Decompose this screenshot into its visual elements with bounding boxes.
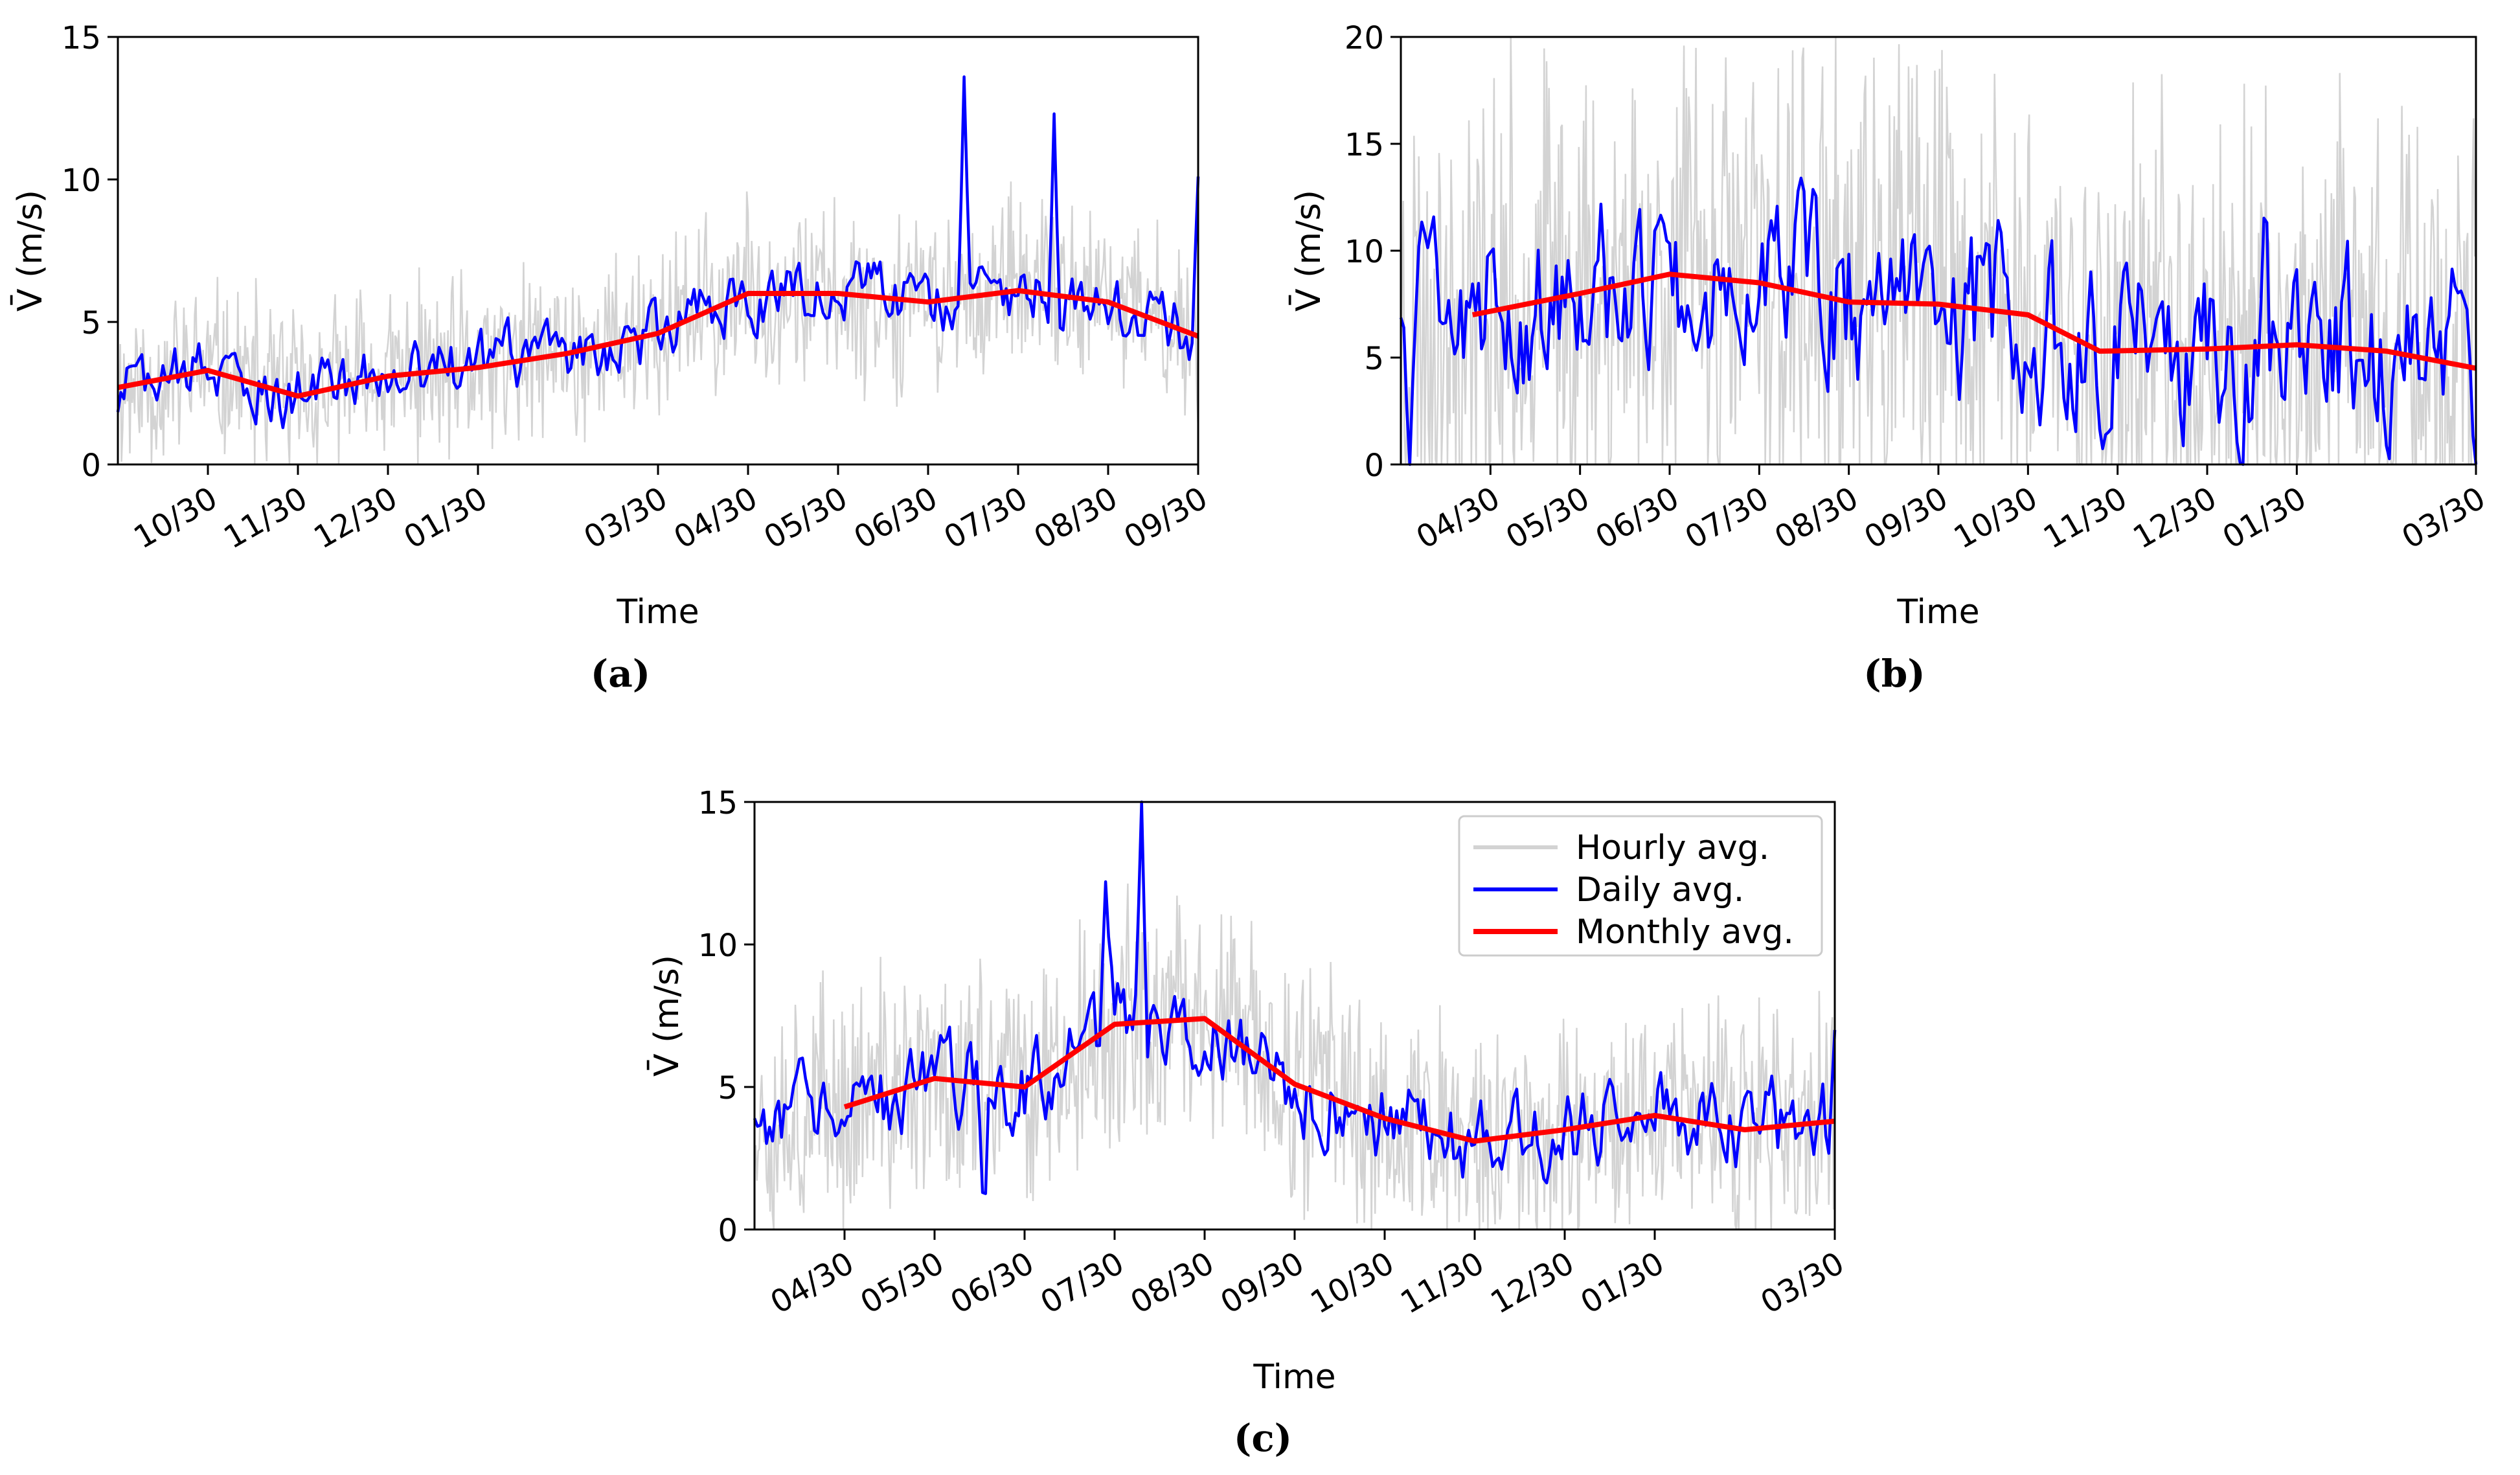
- panel-c-xtick-label: 08/30: [1124, 1245, 1220, 1321]
- legend: Hourly avg. Daily avg. Monthly avg.: [1458, 815, 1823, 957]
- panel-a-xtick-label: 05/30: [758, 480, 854, 556]
- panel-a-daily-line: [116, 75, 1200, 429]
- panel-c-xtick-label: 10/30: [1304, 1245, 1400, 1321]
- panel-a-xtick-label: 10/30: [128, 480, 223, 556]
- panel-b-xtick-label: 10/30: [1948, 480, 2044, 556]
- panel-c-xtick-label: 11/30: [1394, 1245, 1490, 1321]
- panel-c-monthly-line: [843, 1016, 1835, 1144]
- legend-hourly-label: Hourly avg.: [1576, 829, 1769, 867]
- panel-b-ytick-label: 15: [1345, 127, 1384, 163]
- panel-b-ytick-label: 10: [1345, 234, 1384, 270]
- panel-b-monthly-series: [1471, 271, 2477, 371]
- panel-c-yticks: 0 5 10 15: [698, 785, 755, 1249]
- panel-c-xtick-label: 05/30: [854, 1245, 950, 1321]
- panel-a-xtick-label: 06/30: [848, 480, 944, 556]
- panel-a-xtick-label: 11/30: [218, 480, 313, 556]
- panel-b-xtick-label: 11/30: [2038, 480, 2133, 556]
- panel-a-hourly-series: [117, 181, 1199, 465]
- panel-b-xtick-label: 12/30: [2127, 480, 2223, 556]
- panel-b-ytick-label: 0: [1364, 448, 1384, 484]
- legend-daily-label: Daily avg.: [1576, 871, 1744, 909]
- panel-c-monthly-series: [843, 1016, 1835, 1144]
- panel-a-xtick-label: 03/30: [578, 480, 674, 556]
- panel-b-xlabel: Time: [1896, 593, 1979, 632]
- legend-monthly-label: Monthly avg.: [1576, 913, 1794, 952]
- panel-a-monthly-line: [117, 288, 1199, 399]
- legend-box: [1458, 815, 1823, 957]
- panel-b-xtick-label: 03/30: [2396, 480, 2492, 556]
- panel-c-ytick-label: 5: [718, 1070, 738, 1106]
- panel-b-xtick-label: 09/30: [1858, 480, 1954, 556]
- panel-c-hourly-series: [753, 883, 1836, 1230]
- panel-c-ytick-label: 0: [718, 1213, 738, 1249]
- panel-b-ylabel: V̄ (m/s): [1289, 190, 1328, 312]
- panel-c-xtick-label: 06/30: [944, 1245, 1040, 1321]
- panel-a-ytick-label: 5: [81, 305, 101, 341]
- panel-a-xtick-label: 04/30: [668, 480, 764, 556]
- panel-a-xtick-label: 01/30: [398, 480, 494, 556]
- panel-c-ylabel: V̄ (m/s): [647, 955, 687, 1077]
- panel-a-ylabel: V̄ (m/s): [10, 190, 50, 312]
- panel-c-xtick-label: 01/30: [1574, 1245, 1670, 1321]
- panel-c-xtick-label: 07/30: [1034, 1245, 1130, 1321]
- panel-a-daily-series: [116, 75, 1200, 429]
- panel-b-hourly-series: [1400, 36, 2477, 466]
- panel-b-xtick-label: 04/30: [1411, 480, 1506, 556]
- panel-b-xtick-label: 08/30: [1769, 480, 1865, 556]
- panel-a-xtick-label: 12/30: [308, 480, 403, 556]
- panel-c-xtick-label: 12/30: [1484, 1245, 1580, 1321]
- panel-c-xtick-label: 09/30: [1214, 1245, 1310, 1321]
- panel-b-xtick-label: 06/30: [1589, 480, 1685, 556]
- panel-a-xtick-label: 08/30: [1028, 480, 1124, 556]
- panel-a-xlabel: Time: [616, 593, 699, 632]
- panel-c-hourly-line: [753, 883, 1836, 1230]
- panel-c-ytick-label: 15: [698, 785, 738, 821]
- panel-c: 0 5 10 15 04/3005/3006/3007/3008/3009/3010/…: [647, 785, 1850, 1397]
- panel-b-ytick-label: 5: [1364, 341, 1384, 377]
- panel-b-yticks: 0 5 10 15 20: [1345, 20, 1401, 484]
- panel-a-ytick-label: 15: [62, 20, 101, 56]
- panel-c-xticks: 04/3005/3006/3007/3008/3009/3010/3011/30…: [764, 1229, 1850, 1321]
- panel-b-xtick-label: 07/30: [1679, 480, 1775, 556]
- panel-b-hourly-line: [1400, 36, 2477, 466]
- panel-c-xtick-label: 04/30: [764, 1245, 860, 1321]
- panel-c-daily-series: [753, 800, 1837, 1195]
- panel-a-caption: (a): [591, 652, 650, 696]
- panel-c-caption: (c): [1234, 1416, 1292, 1460]
- panel-a-ytick-label: 10: [62, 163, 101, 199]
- panel-b-xtick-label: 01/30: [2217, 480, 2313, 556]
- panel-b-xtick-label: 05/30: [1500, 480, 1596, 556]
- panel-a-yticks: 0 5 10 15: [62, 20, 118, 484]
- panel-a-hourly-line: [117, 181, 1199, 465]
- panel-a-monthly-series: [117, 288, 1199, 399]
- panel-c-daily-line: [753, 800, 1837, 1195]
- panel-a-xtick-label: 07/30: [938, 480, 1034, 556]
- panel-a-ytick-label: 0: [81, 448, 101, 484]
- panel-b-caption: (b): [1863, 652, 1925, 696]
- panel-b-xticks: 04/3005/3006/3007/3008/3009/3010/3011/30…: [1411, 464, 2492, 556]
- panel-c-xlabel: Time: [1253, 1358, 1335, 1397]
- panel-b-ytick-label: 20: [1345, 20, 1384, 56]
- panel-b-monthly-line: [1471, 271, 2477, 371]
- panel-c-ytick-label: 10: [698, 928, 738, 964]
- panel-c-xtick-label: 03/30: [1754, 1245, 1850, 1321]
- panel-a-xtick-label: 09/30: [1118, 480, 1214, 556]
